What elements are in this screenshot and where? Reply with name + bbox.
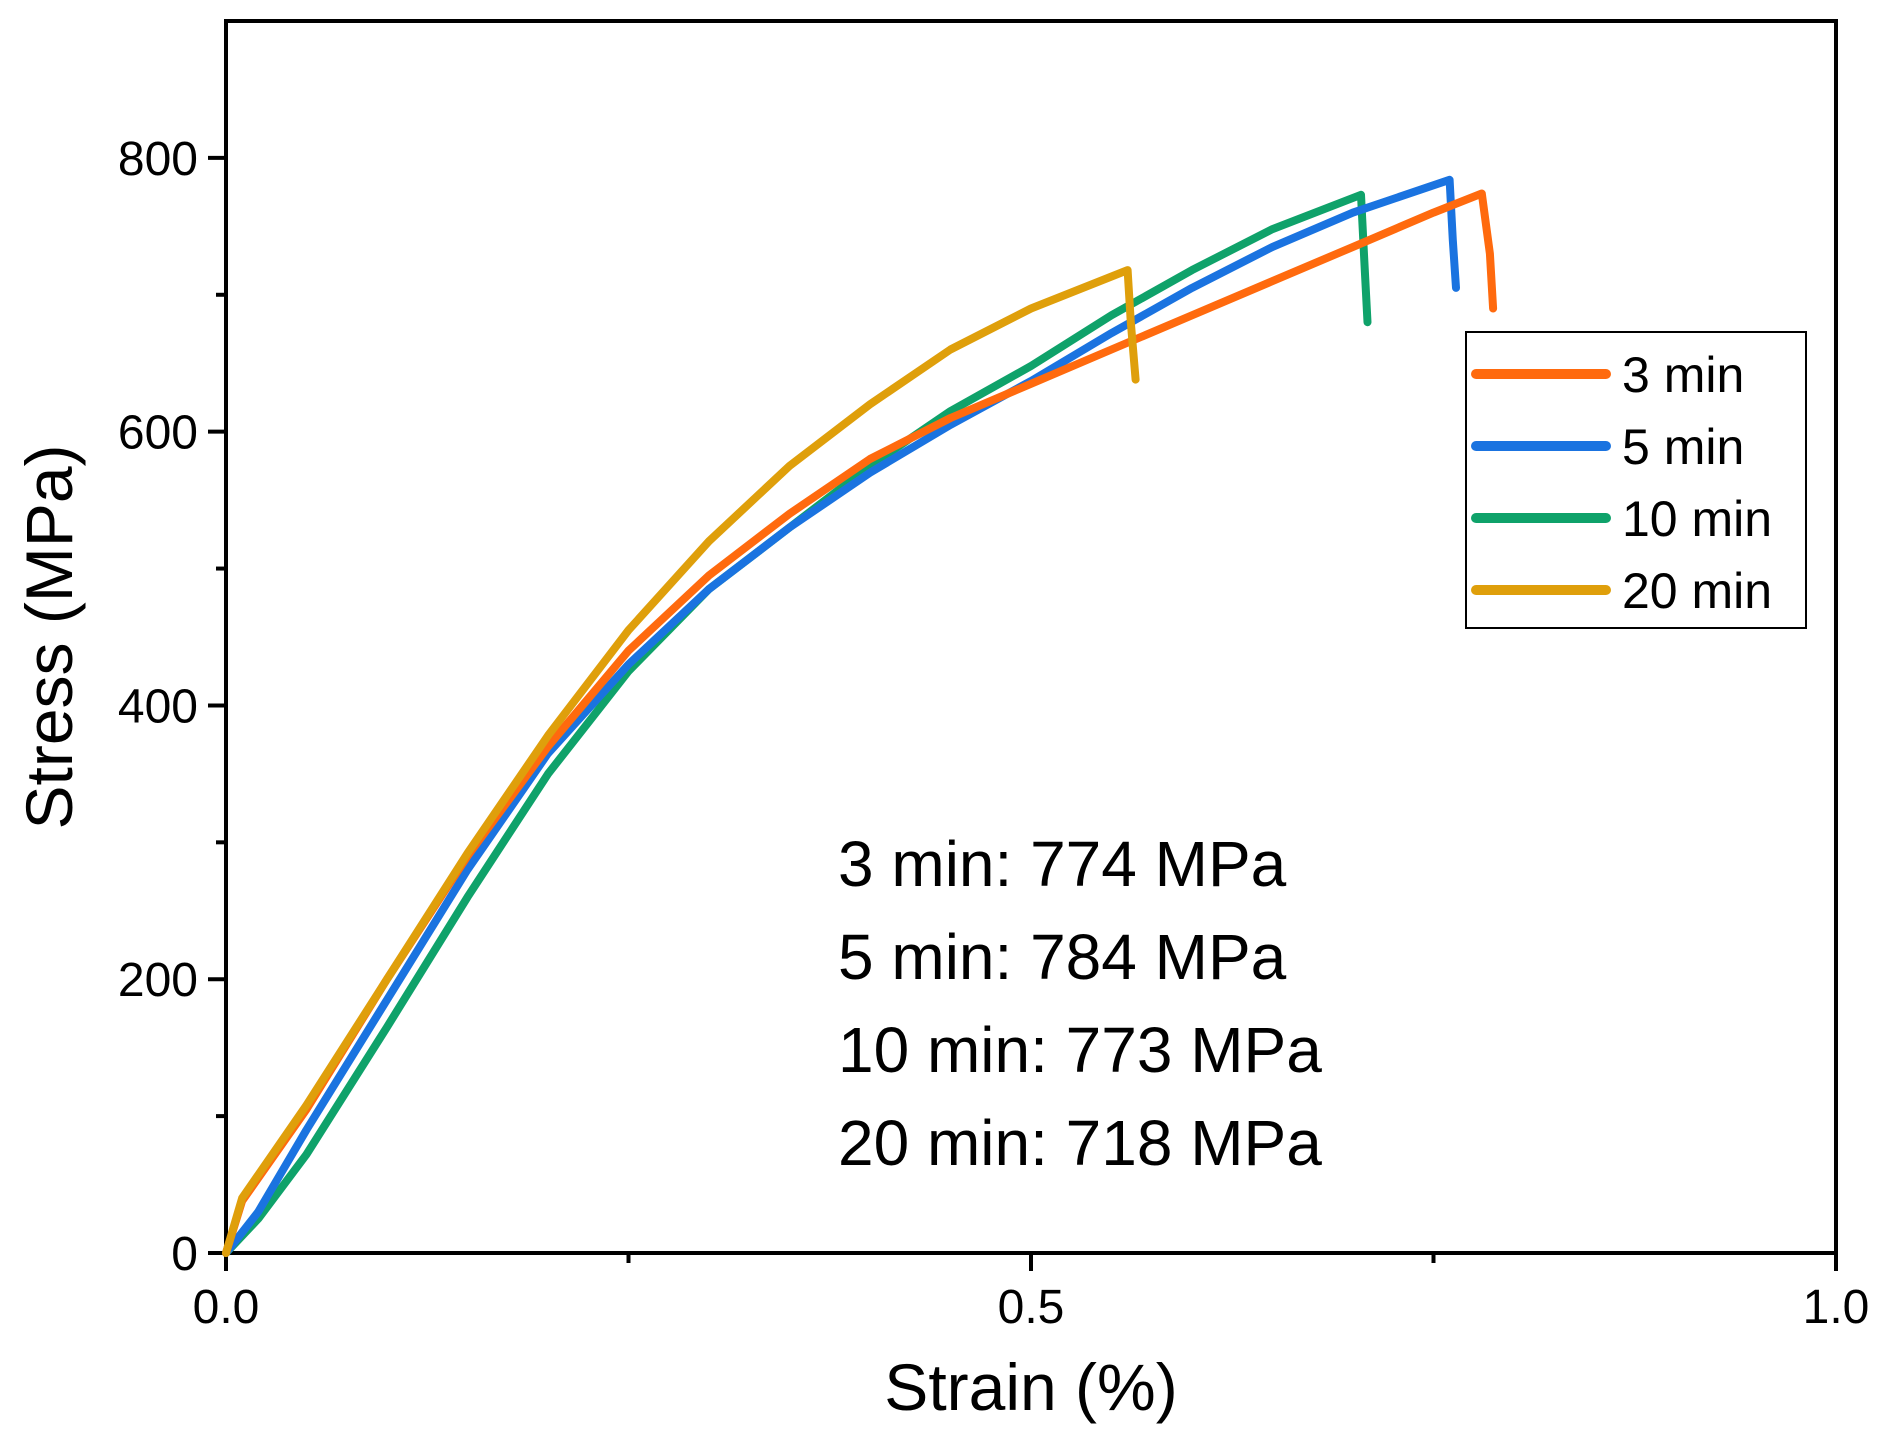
series-line-20-min (222, 266, 1140, 1257)
y-axis-title: Stress (MPa) (12, 444, 86, 829)
annotation-text: 5 min: 784 MPa (838, 921, 1287, 993)
y-tick-label: 0 (171, 1228, 198, 1281)
legend-label: 10 min (1622, 491, 1772, 547)
x-tick-label: 1.0 (1803, 1281, 1870, 1334)
y-tick-label: 400 (118, 680, 198, 733)
x-tick-label: 0.5 (998, 1281, 1065, 1334)
annotation-text: 3 min: 774 MPa (838, 828, 1287, 900)
legend-label: 5 min (1622, 419, 1744, 475)
x-axis-title: Strain (%) (884, 1350, 1177, 1424)
x-tick-label: 0.0 (193, 1281, 260, 1334)
annotation-text: 10 min: 773 MPa (838, 1014, 1322, 1086)
y-tick-label: 200 (118, 954, 198, 1007)
legend-label: 3 min (1622, 347, 1744, 403)
legend-label: 20 min (1622, 563, 1772, 619)
y-tick-label: 600 (118, 407, 198, 460)
legend-box (1465, 331, 1807, 629)
annotation-text: 20 min: 718 MPa (838, 1107, 1322, 1179)
plot-area: 0.0 0.5 1.0 0 200 400 600 800 Strain (%) Stress (… (12, 19, 1870, 1424)
y-tick-label: 800 (118, 133, 198, 186)
series-line-5-min (222, 175, 1460, 1257)
series-line-3-min (222, 189, 1498, 1257)
series-line-10-min (222, 190, 1372, 1257)
